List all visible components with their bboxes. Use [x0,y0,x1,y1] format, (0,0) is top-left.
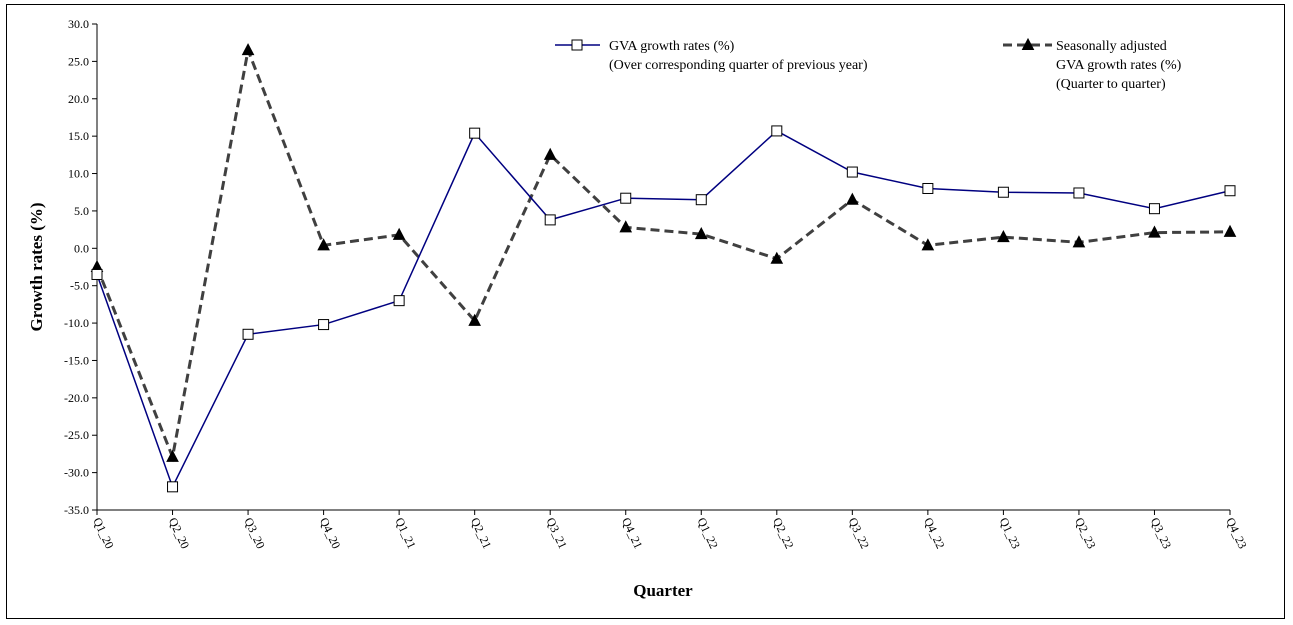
y-tick-label: 20.0 [68,92,89,106]
y-tick-label: -15.0 [64,353,89,367]
legend-marker [1021,37,1035,50]
x-tick-label: Q1_20 [90,515,116,551]
data-point [1223,224,1237,237]
data-point [922,182,934,194]
data-point [997,230,1010,243]
x-tick-label: Q4_22 [921,515,947,551]
legend-label: (Quarter to quarter) [1056,77,1166,92]
data-point [846,166,858,178]
data-point [468,313,481,326]
y-tick-label: 5.0 [74,204,89,218]
y-tick-label: -10.0 [64,316,89,330]
y-tick-label: -35.0 [64,503,89,517]
data-point [543,147,557,160]
x-tick-label: Q2_22 [770,515,796,551]
legend-label: GVA growth rates (%) [609,39,735,54]
x-tick-label: Q1_23 [997,515,1023,551]
data-point [846,192,859,205]
data-point [1224,185,1236,197]
data-point [242,328,254,340]
y-tick-label: 25.0 [68,54,89,68]
data-point [770,251,784,264]
legend-label: GVA growth rates (%) [1056,58,1182,73]
x-tick-label: Q3_23 [1148,515,1174,551]
legend: GVA growth rates (%) (Over corresponding … [555,37,1182,92]
data-point [771,125,783,137]
x-tick-label: Q1_22 [695,515,721,551]
y-tick-label: -30.0 [64,466,89,480]
data-point [393,295,405,307]
series-gva-yoy [91,125,1236,493]
y-tick-label: -20.0 [64,391,89,405]
x-tick-label: Q2_20 [166,515,192,551]
data-point [469,127,481,139]
y-tick-label: 30.0 [68,17,89,31]
data-point [1148,225,1161,238]
x-tick-label: Q1_21 [392,515,418,551]
y-axis-title: Growth rates (%) [27,202,46,331]
x-axis-title: Quarter [633,581,693,600]
series-gva-sa-qoq [90,43,1237,463]
x-tick-label: Q4_23 [1223,515,1249,551]
legend-marker [571,39,583,51]
x-tick-label: Q2_21 [468,515,494,551]
y-tick-label: 10.0 [68,167,89,181]
data-point [921,238,935,251]
x-tick-label: Q2_23 [1072,515,1098,551]
x-tick-label: Q3_20 [241,515,267,551]
data-point [317,238,330,251]
data-point [166,449,179,462]
data-point [392,227,406,240]
legend-label: Seasonally adjusted [1056,39,1167,54]
legend-label: (Over corresponding quarter of previous … [609,58,868,73]
y-tick-label: 15.0 [68,129,89,143]
data-point [318,319,330,331]
data-point [619,220,633,233]
data-point [1148,203,1160,215]
data-point [695,194,707,206]
data-point [1073,187,1085,199]
series-line [95,44,1231,463]
data-point [1072,235,1086,248]
x-tick-label: Q3_21 [543,515,569,551]
data-point [241,43,255,56]
y-tick-label: -25.0 [64,428,89,442]
y-tick-label: 0.0 [74,241,89,255]
data-point [544,214,556,226]
data-point [167,481,179,493]
x-tick-label: Q4_21 [619,515,645,551]
data-point [997,186,1009,198]
data-point [694,227,708,240]
x-tick-label: Q3_22 [846,515,872,551]
data-point [91,268,103,280]
series-line [96,130,1231,489]
chart-frame [6,4,1285,619]
data-point [620,192,632,204]
x-tick-label: Q4_20 [317,515,343,551]
y-tick-label: -5.0 [70,279,89,293]
